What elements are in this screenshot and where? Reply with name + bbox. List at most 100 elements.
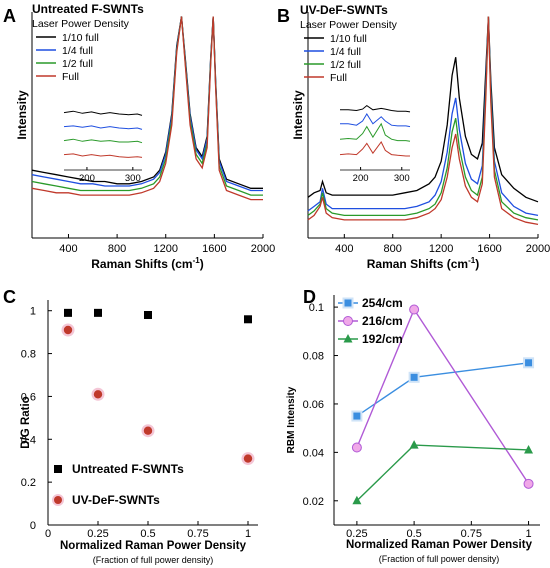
legend-label: Full (330, 72, 347, 84)
y-axis-label: Intensity (15, 90, 29, 140)
legend-label: Full (62, 71, 79, 83)
data-point-uv-def (93, 390, 103, 399)
x-axis-note: (Fraction of full power density) (379, 554, 500, 564)
chart-title: Untreated F-SWNTs (32, 2, 144, 16)
data-point-untreated (144, 311, 152, 319)
legend-label: UV-DeF-SWNTs (72, 493, 160, 507)
y-tick-label: 0.02 (303, 496, 324, 508)
series-line-3 (307, 16, 539, 226)
x-tick-label: 400 (335, 243, 353, 255)
x-tick-label: 1200 (153, 243, 177, 255)
data-point-untreated (94, 308, 102, 317)
inset-x-tick-label: 300 (125, 173, 141, 184)
inset-series-line-2 (63, 138, 143, 144)
data-point-untreated (64, 308, 72, 317)
x-tick-label: 0.5 (140, 528, 155, 540)
chart-title: UV-DeF-SWNTs (300, 3, 388, 17)
data-point-0 (525, 359, 533, 367)
inset-series-line-0 (340, 104, 411, 113)
x-axis-label: Normalized Raman Power Density (60, 540, 247, 552)
x-tick-label: 1 (525, 528, 531, 540)
inset-series-line-2 (339, 122, 411, 142)
data-point-2 (524, 444, 534, 454)
y-tick-label: 0 (30, 520, 36, 532)
x-tick-label: 1600 (477, 243, 501, 255)
y-tick-label: 1 (30, 306, 36, 318)
panel-label: D (303, 287, 316, 307)
inset-x-tick-label: 300 (394, 173, 410, 184)
panel-label: A (3, 6, 16, 26)
panel-label: C (3, 287, 16, 307)
legend-marker (344, 299, 352, 307)
data-point-2 (352, 495, 362, 505)
panel-a: A 400 800 1200 1600 2000 Raman Shifts (cm-1) In… (3, 2, 275, 271)
data-point-1 (351, 442, 362, 453)
legend-label: 254/cm (362, 296, 403, 310)
inset-x-tick-label: 200 (79, 173, 95, 184)
legend-title: Laser Power Density (300, 19, 398, 31)
data-point-uv-def (63, 325, 73, 335)
legend-label: 1/10 full (330, 33, 367, 45)
x-axis-label: Raman Shifts (cm-1) (91, 256, 203, 271)
legend-label: 1/4 full (330, 46, 361, 58)
legend-marker (54, 496, 62, 504)
data-point-uv-def (243, 454, 253, 463)
panel-d: D 0.25 0.5 0.75 1 0.02 0.04 0.06 0.08 0.1 Normaliz… (286, 287, 540, 564)
x-tick-label: 1200 (429, 243, 453, 255)
inset-series-line-1 (63, 125, 143, 130)
legend-marker (54, 465, 62, 473)
y-tick-label: 0.1 (309, 302, 324, 314)
data-point-uv-def (143, 426, 153, 435)
x-tick-label: 0 (45, 528, 51, 540)
panel-label: B (277, 6, 290, 26)
data-point-1 (409, 304, 420, 315)
panel-b: B 400 800 1200 1600 2000 Raman Shifts (cm-1) In… (277, 3, 550, 271)
inset-x-tick-label: 200 (353, 173, 369, 184)
x-tick-label: 0.75 (461, 528, 482, 540)
legend-label: 192/cm (362, 332, 403, 346)
inset-series-line-1 (340, 113, 411, 128)
y-tick-label: 0.4 (21, 434, 36, 446)
legend-marker (343, 316, 353, 326)
legend-title: Laser Power Density (32, 18, 130, 30)
inset-series-line-0 (63, 110, 143, 116)
legend-label: Untreated F-SWNTs (72, 462, 184, 476)
legend-label: 216/cm (362, 314, 403, 328)
x-tick-label: 400 (59, 243, 77, 255)
x-tick-label: 1600 (202, 243, 226, 255)
legend-label: 1/2 full (330, 59, 361, 71)
y-tick-label: 0.6 (21, 391, 36, 403)
y-tick-label: 0.2 (21, 477, 36, 489)
x-tick-label: 2000 (251, 243, 275, 255)
series-line-2 (356, 444, 529, 502)
x-tick-label: 0.25 (346, 528, 367, 540)
y-tick-label: 0.08 (303, 351, 324, 363)
x-tick-label: 800 (108, 243, 126, 255)
series-line-0 (356, 362, 529, 417)
data-point-2 (409, 440, 419, 449)
series-line-3 (31, 16, 263, 201)
y-axis-label: RBM Intensity (286, 386, 297, 453)
y-axis-label: Intensity (291, 90, 305, 140)
legend-label: 1/4 full (62, 45, 93, 57)
x-axis-label: Raman Shifts (cm-1) (367, 256, 479, 271)
x-tick-label: 800 (384, 243, 402, 255)
inset-series-line-3 (63, 153, 143, 158)
y-tick-label: 0.06 (303, 399, 324, 411)
legend-marker (343, 334, 353, 343)
x-tick-label: 0.25 (87, 528, 108, 540)
x-tick-label: 2000 (526, 243, 550, 255)
y-tick-label: 0.8 (21, 349, 36, 361)
legend-label: 1/10 full (62, 32, 99, 44)
data-point-untreated (244, 315, 252, 324)
legend-label: 1/2 full (62, 58, 93, 70)
y-axis-label: D/G Ratio (20, 396, 32, 448)
inset-series-line-3 (339, 141, 410, 157)
x-axis-label: Normalized Raman Power Density (346, 539, 533, 551)
x-axis-note: (Fraction of full power density) (93, 555, 214, 565)
x-tick-label: 0.75 (187, 528, 208, 540)
data-point-0 (353, 412, 361, 420)
data-point-0 (410, 373, 418, 381)
